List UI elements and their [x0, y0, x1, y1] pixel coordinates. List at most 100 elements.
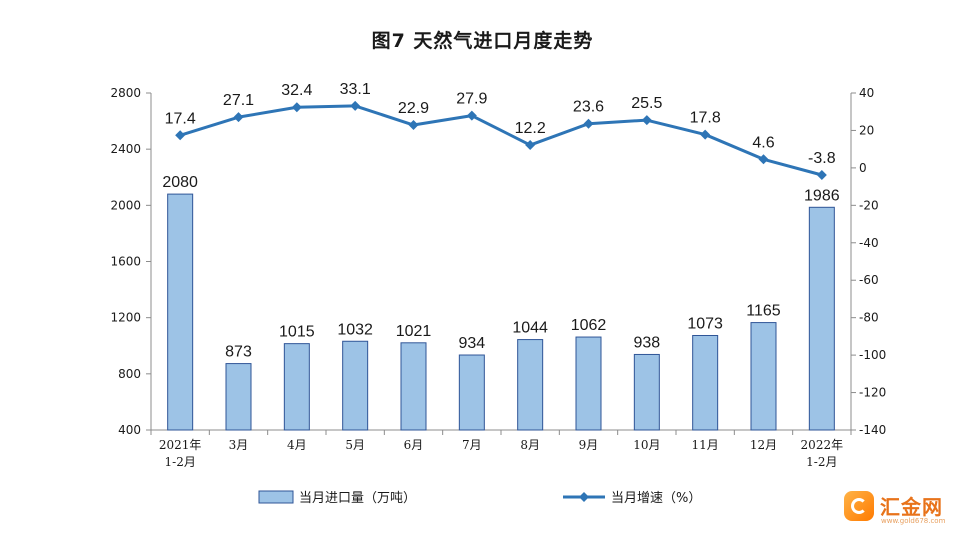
- growth-point: [583, 118, 594, 129]
- category-label: 7月: [462, 438, 482, 452]
- right-tick-label: -60: [859, 273, 879, 287]
- bar: [458, 354, 485, 431]
- left-tick-label: 2400: [110, 142, 141, 156]
- category-label: 11月: [692, 438, 719, 452]
- category-label: 6月: [404, 438, 424, 452]
- growth-line: [179, 104, 823, 177]
- left-tick-label: 1200: [110, 311, 141, 325]
- right-tick-label: -120: [859, 386, 886, 400]
- left-tick-label: 800: [118, 367, 141, 381]
- category-label-line: 1-2月: [165, 455, 196, 469]
- growth-value-label: 27.9: [456, 91, 487, 108]
- category-label: 3月: [229, 438, 249, 452]
- right-tick-label: 40: [859, 86, 874, 100]
- growth-point: [291, 102, 302, 113]
- right-tick-label: -140: [859, 423, 886, 437]
- category-label-line: 6月: [404, 438, 424, 452]
- growth-value-label: 32.4: [281, 82, 312, 99]
- growth-value-label: 23.6: [573, 99, 604, 116]
- legend-bar-label: 当月进口量（万吨）: [299, 491, 416, 506]
- legend-line-label: 当月增速（%）: [611, 491, 701, 506]
- growth-value-label: 22.9: [398, 100, 429, 117]
- bar-value-label: 1015: [279, 324, 315, 341]
- category-label-line: 8月: [520, 438, 540, 452]
- category-label: 12月: [750, 438, 777, 452]
- category-label-line: 2022年: [801, 438, 844, 452]
- category-label-line: 10月: [633, 438, 660, 452]
- growth-point: [466, 110, 477, 121]
- category-label: 8月: [520, 438, 540, 452]
- growth-value-label: -3.8: [808, 150, 836, 167]
- bar: [808, 206, 835, 431]
- growth-point: [700, 129, 711, 140]
- watermark-url: www.gold678.com: [881, 517, 946, 525]
- category-label-line: 5月: [345, 438, 365, 452]
- bar-value-label: 938: [633, 334, 660, 351]
- right-tick-label: -80: [859, 311, 879, 325]
- bar-value-label: 1986: [804, 187, 840, 204]
- bar: [283, 343, 310, 431]
- left-tick-label: 400: [118, 423, 141, 437]
- bar: [750, 322, 777, 431]
- category-label-line: 9月: [579, 438, 599, 452]
- right-tick-label: -40: [859, 236, 879, 250]
- bar-value-label: 1021: [396, 323, 432, 340]
- growth-point: [408, 120, 419, 131]
- category-label: 2022年 1-2月: [801, 438, 844, 469]
- growth-point: [525, 140, 536, 151]
- watermark: 汇金网 www.gold678.com: [838, 487, 956, 531]
- bar: [225, 363, 252, 431]
- growth-value-label: 17.4: [165, 110, 196, 127]
- bar: [575, 336, 602, 431]
- bar: [342, 340, 369, 431]
- category-label: 9月: [579, 438, 599, 452]
- right-tick-label: -100: [859, 348, 886, 362]
- left-tick-label: 2800: [110, 86, 141, 100]
- bar-value-label: 1032: [337, 321, 373, 338]
- bar-value-label: 1044: [512, 320, 548, 337]
- growth-point: [758, 154, 769, 165]
- category-label: 2021年 1-2月: [159, 438, 202, 469]
- category-label-line: 2021年: [159, 438, 202, 452]
- growth-point: [641, 115, 652, 126]
- right-tick-label: 20: [859, 123, 874, 137]
- growth-value-label: 12.2: [515, 120, 546, 137]
- growth-point: [350, 100, 361, 111]
- growth-value-label: 4.6: [752, 134, 774, 151]
- watermark-logo-icon: [844, 491, 874, 521]
- growth-value-label: 17.8: [690, 110, 721, 127]
- growth-point: [816, 170, 827, 181]
- bar-value-label: 1073: [687, 315, 723, 332]
- category-label-line: 7月: [462, 438, 482, 452]
- bar: [400, 342, 427, 431]
- left-tick-label: 1600: [110, 255, 141, 269]
- bar-value-label: 1062: [571, 317, 607, 334]
- growth-value-label: 25.5: [631, 95, 662, 112]
- chart-title: 图7 天然气进口月度走势: [371, 30, 594, 52]
- growth-value-label: 27.1: [223, 92, 254, 109]
- bar-value-label: 873: [225, 344, 252, 361]
- growth-point: [175, 130, 186, 141]
- right-tick-label: 0: [859, 161, 867, 175]
- growth-value-label: 33.1: [340, 81, 371, 98]
- category-label-line: 12月: [750, 438, 777, 452]
- bar: [692, 334, 719, 431]
- bar: [633, 353, 660, 431]
- growth-point: [233, 112, 244, 123]
- bar-value-label: 1165: [746, 303, 781, 320]
- bar-value-label: 2080: [162, 174, 198, 191]
- category-label-line: 1-2月: [806, 455, 837, 469]
- category-label-line: 11月: [692, 438, 719, 452]
- category-label: 5月: [345, 438, 365, 452]
- category-label-line: 3月: [229, 438, 249, 452]
- watermark-name: 汇金网: [880, 495, 943, 519]
- category-label-line: 4月: [287, 438, 307, 452]
- legend-line-marker: [579, 492, 589, 502]
- bar: [517, 339, 544, 431]
- bar-value-label: 934: [458, 335, 485, 352]
- category-label: 10月: [633, 438, 660, 452]
- right-tick-label: -20: [859, 198, 879, 212]
- bar: [167, 193, 194, 431]
- legend-bar-swatch: [258, 490, 294, 504]
